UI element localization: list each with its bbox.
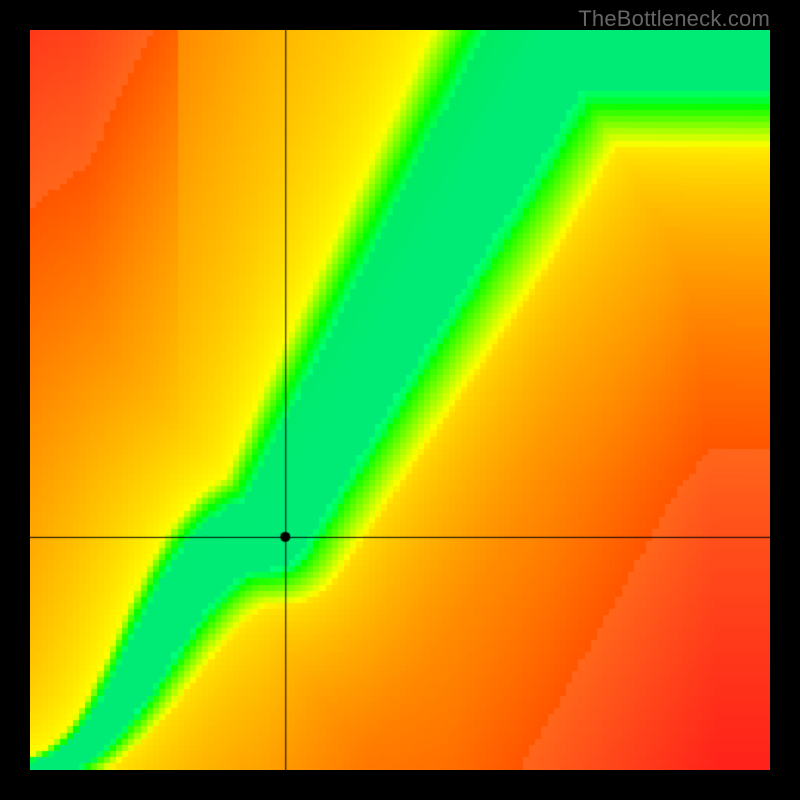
heatmap-plot (30, 30, 770, 770)
chart-container: TheBottleneck.com (0, 0, 800, 800)
heatmap-canvas (30, 30, 770, 770)
watermark-text: TheBottleneck.com (578, 6, 770, 32)
